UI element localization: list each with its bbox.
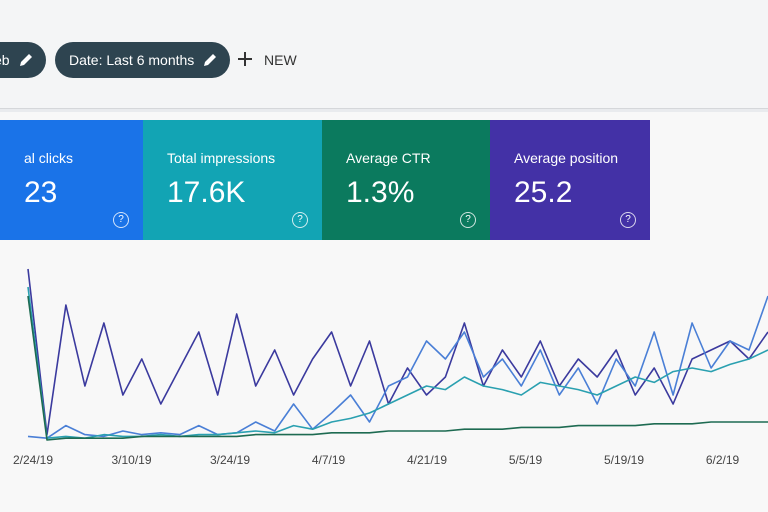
series-line [27, 268, 768, 436]
new-button[interactable]: NEW [236, 52, 297, 68]
metric-label: al clicks [24, 150, 74, 166]
metric-value: 23 [24, 176, 58, 209]
series-line [27, 295, 768, 439]
metric-card[interactable]: Total impressions 17.6K? [143, 120, 322, 240]
help-icon[interactable]: ? [460, 212, 476, 228]
x-tick-label: 6/2/19 [706, 453, 740, 467]
metric-card[interactable]: Average CTR 1.3%? [322, 120, 490, 240]
series-line [27, 286, 768, 439]
plus-icon [238, 52, 252, 66]
metric-value: 25.2 [514, 176, 573, 209]
date-chip[interactable]: Date: Last 6 months [55, 42, 231, 78]
metric-card[interactable]: al clicks 23? [0, 120, 143, 240]
report-panel: al clicks 23? Total impressions 17.6K? Avera… [0, 112, 768, 512]
new-label: NEW [264, 52, 297, 68]
chart: 2/24/19 3/10/19 3/24/19 4/7/19 4/21/19 5/5/19… [13, 268, 768, 467]
metric-card[interactable]: Average position 25.2? [490, 120, 650, 240]
x-tick-label: 5/5/19 [509, 453, 543, 467]
x-tick-label: 5/19/19 [604, 453, 644, 467]
edit-icon [204, 54, 217, 66]
series-line [27, 295, 768, 441]
help-icon[interactable]: ? [113, 212, 129, 228]
x-tick-label: 4/7/19 [312, 453, 346, 467]
metric-value: 17.6K [167, 176, 246, 209]
x-tick-label: 3/10/19 [111, 453, 151, 467]
chip-label: eb [0, 52, 10, 68]
toolbar: eb Date: Last 6 months NEW [0, 0, 768, 109]
metric-value: 1.3% [346, 176, 415, 209]
x-tick-label: 3/24/19 [210, 453, 250, 467]
help-icon[interactable]: ? [620, 212, 636, 228]
edit-icon [19, 54, 32, 66]
metric-label: Total impressions [167, 150, 276, 166]
filter-chip[interactable]: eb [0, 42, 46, 78]
help-icon[interactable]: ? [292, 212, 308, 228]
x-tick-label: 2/24/19 [13, 453, 53, 467]
x-tick-label: 4/21/19 [407, 453, 447, 467]
metric-label: Average position [514, 150, 619, 166]
metric-label: Average CTR [346, 150, 431, 166]
chip-label: Date: Last 6 months [69, 52, 195, 68]
